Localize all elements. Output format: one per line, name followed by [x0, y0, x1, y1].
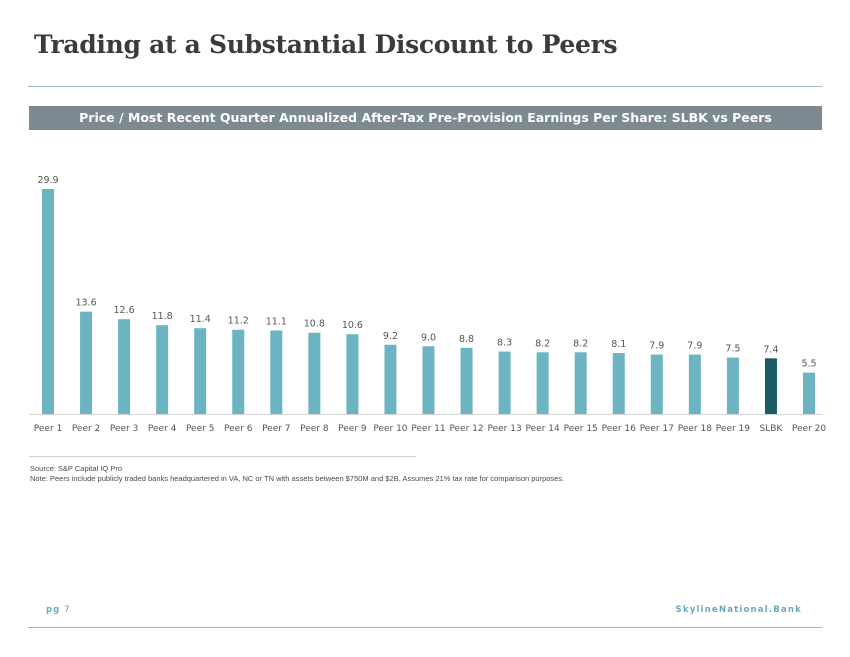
- brand-footer: SkylineNational.Bank: [675, 605, 802, 615]
- chart-banner: Price / Most Recent Quarter Annualized A…: [29, 106, 822, 130]
- x-tick-label: Peer 16: [602, 424, 636, 434]
- x-tick-label: Peer 14: [526, 424, 560, 434]
- x-tick-label: Peer 8: [300, 424, 329, 434]
- note-text: Note: Peers include publicly traded bank…: [30, 474, 565, 483]
- x-tick-label: Peer 10: [373, 424, 407, 434]
- x-tick-label: Peer 12: [449, 424, 483, 434]
- data-label: 9.0: [421, 332, 436, 343]
- bar-peer-11: [422, 346, 435, 414]
- x-tick-label: Peer 7: [262, 424, 290, 434]
- data-label: 8.3: [497, 338, 512, 349]
- source-text: Source: S&P Capital IQ Pro: [30, 464, 122, 473]
- bar-peer-13: [498, 351, 511, 414]
- bar-peer-6: [232, 329, 245, 414]
- data-label: 7.5: [725, 344, 740, 355]
- bar-peer-15: [574, 352, 587, 414]
- data-label: 11.8: [152, 311, 173, 322]
- bar-peer-2: [80, 311, 93, 414]
- x-tick-label: Peer 3: [110, 424, 138, 434]
- x-tick-label: Peer 13: [487, 424, 521, 434]
- bar-peer-3: [118, 319, 131, 414]
- page-label: pg: [46, 605, 61, 615]
- data-label: 8.1: [611, 339, 626, 350]
- data-label: 29.9: [37, 175, 58, 186]
- data-label: 11.4: [190, 314, 211, 325]
- x-tick-label: Peer 19: [716, 424, 750, 434]
- bar-peer-9: [346, 334, 359, 414]
- title-divider: [28, 86, 822, 87]
- page-title: Trading at a Substantial Discount to Pee…: [34, 30, 618, 59]
- data-label: 10.6: [342, 320, 363, 331]
- page-number-value: 7: [64, 605, 71, 615]
- bar-peer-19: [726, 357, 739, 414]
- data-label: 10.8: [304, 319, 325, 330]
- data-label: 8.2: [573, 338, 588, 349]
- data-label: 7.9: [687, 341, 702, 352]
- bar-peer-17: [650, 354, 663, 414]
- data-label: 7.4: [763, 344, 778, 355]
- data-label: 5.5: [801, 359, 816, 370]
- x-tick-label: Peer 11: [411, 424, 445, 434]
- data-label: 11.1: [266, 316, 287, 327]
- x-tick-label: Peer 4: [148, 424, 177, 434]
- data-label: 8.8: [459, 334, 474, 345]
- data-label: 12.6: [114, 305, 135, 316]
- data-label: 9.2: [383, 331, 398, 342]
- page-number: pg 7: [46, 605, 71, 615]
- bar-peer-4: [156, 325, 169, 414]
- bar-peer-1: [42, 189, 54, 414]
- bar-peer-18: [688, 354, 701, 414]
- x-tick-label: SLBK: [760, 424, 784, 434]
- bar-peer-20: [803, 372, 815, 414]
- x-tick-label: Peer 5: [186, 424, 214, 434]
- data-label: 7.9: [649, 341, 664, 352]
- bar-peer-16: [612, 353, 625, 414]
- x-tick-label: Peer 9: [338, 424, 367, 434]
- bar-peer-7: [270, 330, 283, 414]
- bar-peer-12: [460, 347, 473, 414]
- x-tick-label: Peer 18: [678, 424, 712, 434]
- bar-slbk: [764, 358, 777, 414]
- x-tick-label: Peer 1: [34, 424, 62, 434]
- data-label: 8.2: [535, 338, 550, 349]
- bar-peer-8: [308, 332, 321, 414]
- data-label: 11.2: [228, 316, 249, 327]
- x-tick-label: Peer 20: [792, 424, 826, 434]
- bar-peer-14: [536, 352, 549, 414]
- x-tick-label: Peer 17: [640, 424, 674, 434]
- x-tick-label: Peer 2: [72, 424, 100, 434]
- bar-peer-5: [194, 328, 207, 414]
- bar-peer-10: [384, 344, 397, 414]
- footer-divider: [28, 627, 822, 628]
- x-tick-label: Peer 6: [224, 424, 253, 434]
- x-tick-label: Peer 15: [564, 424, 598, 434]
- data-label: 13.6: [75, 298, 96, 309]
- source-divider: [29, 456, 416, 457]
